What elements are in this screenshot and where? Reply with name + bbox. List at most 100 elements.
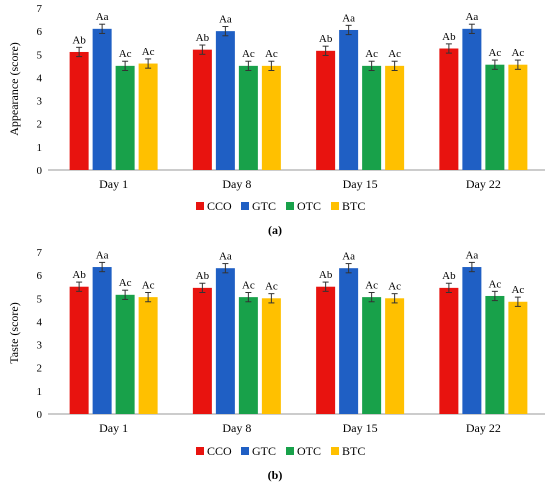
y-tick-label: 6 (37, 26, 43, 38)
legend-swatch (286, 202, 294, 210)
legend-entry: GTC (252, 199, 276, 213)
y-tick-label: 6 (37, 270, 43, 282)
y-tick-label: 7 (37, 3, 43, 15)
y-tick-label: 1 (37, 386, 43, 398)
legend-entry: OTC (297, 444, 321, 458)
y-axis-label: Appearance (score) (7, 42, 21, 136)
y-tick-label: 0 (37, 409, 43, 421)
y-tick-label: 2 (37, 119, 43, 131)
significance-label: Ab (196, 32, 210, 44)
x-tick-label: Day 15 (343, 177, 378, 191)
chart-panel-2: 0 1 2 3 4 5 6 7 Taste (score) Ab Aa Ac Ac Day 1 Ab Aa Ac… (7, 247, 545, 482)
bar-btc (138, 297, 158, 414)
significance-label: Aa (96, 11, 109, 23)
legend-entry: OTC (297, 199, 321, 213)
bar-cco (439, 48, 459, 170)
y-tick-label: 1 (37, 142, 43, 154)
x-tick-label: Day 1 (99, 421, 128, 435)
bar-btc (261, 65, 281, 170)
bar-otc (362, 65, 382, 170)
legend-entry: CCO (207, 444, 232, 458)
bar-gtc (215, 268, 235, 414)
y-tick-label: 7 (37, 247, 43, 259)
significance-label: Ab (319, 33, 333, 45)
significance-label: Aa (219, 251, 232, 263)
legend-swatch (196, 202, 204, 210)
significance-label: Aa (342, 12, 355, 24)
significance-label: Ab (72, 269, 86, 281)
y-tick-label: 5 (37, 293, 43, 305)
y-tick-label: 4 (37, 316, 43, 328)
legend-swatch (241, 447, 249, 455)
legend-swatch (331, 202, 339, 210)
bar-gtc (462, 267, 482, 414)
bar-btc (385, 298, 405, 414)
legend-entry: BTC (342, 199, 365, 213)
x-tick-label: Day 22 (466, 421, 501, 435)
y-tick-label: 0 (37, 165, 43, 177)
significance-label: Aa (465, 11, 478, 23)
significance-label: Ac (119, 48, 132, 60)
bar-cco (439, 287, 459, 414)
significance-label: Ac (242, 48, 255, 60)
significance-label: Ac (511, 47, 524, 59)
bar-gtc (92, 267, 112, 414)
legend-entry: GTC (252, 444, 276, 458)
panel-label: (a) (268, 223, 282, 237)
y-tick-label: 3 (37, 96, 43, 108)
significance-label: Aa (96, 249, 109, 261)
x-tick-label: Day 8 (222, 421, 251, 435)
significance-label: Ac (388, 48, 401, 60)
significance-label: Ac (365, 48, 378, 60)
y-tick-label: 5 (37, 49, 43, 61)
significance-label: Ac (488, 278, 501, 290)
legend-entry: BTC (342, 444, 365, 458)
legend-swatch (331, 447, 339, 455)
legend-swatch (286, 447, 294, 455)
panel-label: (b) (268, 468, 283, 482)
significance-label: Ac (388, 281, 401, 293)
bar-btc (508, 301, 528, 414)
significance-label: Ac (142, 46, 155, 58)
significance-label: Ab (442, 270, 456, 282)
bar-cco (192, 287, 212, 414)
bar-btc (508, 64, 528, 170)
x-tick-label: Day 22 (466, 177, 501, 191)
significance-label: Ac (142, 280, 155, 292)
significance-label: Ac (511, 284, 524, 296)
significance-label: Ac (365, 280, 378, 292)
legend-swatch (196, 447, 204, 455)
chart-panel-1: 0 1 2 3 4 5 6 7 Appearance (score) Ab Aa Ac Ac Day 1 A… (7, 3, 545, 237)
bar-otc (485, 64, 505, 170)
legend-entry: CCO (207, 199, 232, 213)
significance-label: Ab (72, 34, 86, 46)
bar-otc (362, 297, 382, 414)
bar-gtc (215, 31, 235, 171)
significance-label: Aa (219, 14, 232, 26)
bar-gtc (339, 268, 359, 414)
x-tick-label: Day 1 (99, 177, 128, 191)
bar-gtc (462, 28, 482, 171)
bar-cco (316, 286, 336, 414)
x-tick-label: Day 8 (222, 177, 251, 191)
bar-btc (261, 298, 281, 414)
significance-label: Ac (242, 280, 255, 292)
bar-gtc (92, 28, 112, 171)
significance-label: Ac (265, 281, 278, 293)
bar-gtc (339, 29, 359, 170)
y-tick-label: 3 (37, 340, 43, 352)
significance-label: Aa (465, 249, 478, 261)
y-axis-label: Taste (score) (7, 302, 21, 363)
bar-otc (485, 295, 505, 414)
significance-label: Ac (265, 48, 278, 60)
significance-label: Ab (442, 31, 456, 43)
bar-btc (138, 63, 158, 170)
bar-cco (69, 51, 89, 170)
bar-otc (238, 65, 258, 170)
legend-swatch (241, 202, 249, 210)
significance-label: Ab (319, 269, 333, 281)
bar-otc (238, 297, 258, 414)
significance-label: Ac (119, 277, 132, 289)
x-tick-label: Day 15 (343, 421, 378, 435)
